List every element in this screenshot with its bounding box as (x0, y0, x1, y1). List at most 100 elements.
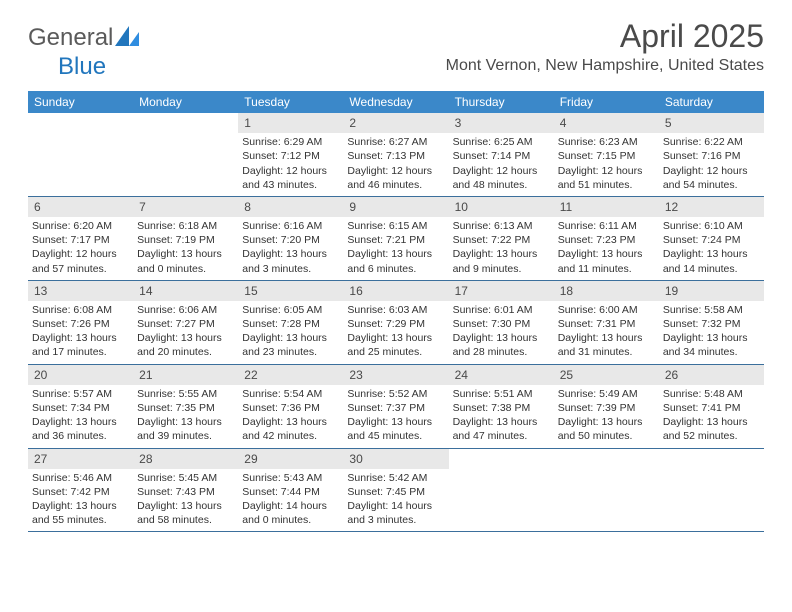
daylight-text: Daylight: 13 hours and 55 minutes. (32, 499, 129, 527)
daylight-text: Daylight: 13 hours and 50 minutes. (558, 415, 655, 443)
sunrise-text: Sunrise: 6:27 AM (347, 135, 444, 149)
sunset-text: Sunset: 7:31 PM (558, 317, 655, 331)
day-number: 28 (133, 449, 238, 469)
sunset-text: Sunset: 7:28 PM (242, 317, 339, 331)
daylight-text: Daylight: 13 hours and 11 minutes. (558, 247, 655, 275)
day-cell: 1Sunrise: 6:29 AMSunset: 7:12 PMDaylight… (238, 113, 343, 196)
sunrise-text: Sunrise: 6:10 AM (663, 219, 760, 233)
daylight-text: Daylight: 13 hours and 47 minutes. (453, 415, 550, 443)
day-number: 27 (28, 449, 133, 469)
sunrise-text: Sunrise: 6:29 AM (242, 135, 339, 149)
sunrise-text: Sunrise: 6:08 AM (32, 303, 129, 317)
sunrise-text: Sunrise: 6:22 AM (663, 135, 760, 149)
sunset-text: Sunset: 7:37 PM (347, 401, 444, 415)
day-cell: 27Sunrise: 5:46 AMSunset: 7:42 PMDayligh… (28, 449, 133, 532)
day-number: 9 (343, 197, 448, 217)
sunset-text: Sunset: 7:15 PM (558, 149, 655, 163)
daylight-text: Daylight: 12 hours and 54 minutes. (663, 164, 760, 192)
empty-day-cell (659, 449, 764, 532)
day-cell: 7Sunrise: 6:18 AMSunset: 7:19 PMDaylight… (133, 197, 238, 280)
day-cell: 17Sunrise: 6:01 AMSunset: 7:30 PMDayligh… (449, 281, 554, 364)
day-cell: 14Sunrise: 6:06 AMSunset: 7:27 PMDayligh… (133, 281, 238, 364)
daylight-text: Daylight: 13 hours and 31 minutes. (558, 331, 655, 359)
daylight-text: Daylight: 13 hours and 42 minutes. (242, 415, 339, 443)
day-number: 21 (133, 365, 238, 385)
daylight-text: Daylight: 13 hours and 17 minutes. (32, 331, 129, 359)
day-number: 13 (28, 281, 133, 301)
empty-day-cell (133, 113, 238, 196)
calendar-page: General April 2025 Mont Vernon, New Hamp… (0, 0, 792, 550)
daylight-text: Daylight: 12 hours and 57 minutes. (32, 247, 129, 275)
day-cell: 11Sunrise: 6:11 AMSunset: 7:23 PMDayligh… (554, 197, 659, 280)
weeks-container: 1 Sunrise: 6:29 AMSunset: 7:12 PM Daylight… (28, 113, 764, 532)
sunset-text: Sunset: 7:27 PM (137, 317, 234, 331)
sunset-text: Sunset: 7:39 PM (558, 401, 655, 415)
day-number: 1 (238, 113, 343, 133)
sunset-text: Sunset: 7:29 PM (347, 317, 444, 331)
daylight-text: Daylight: 13 hours and 9 minutes. (453, 247, 550, 275)
sunrise-text: Sunrise: 6:25 AM (453, 135, 550, 149)
sunset-text: Sunset: 7:12 PM (242, 149, 339, 163)
day-cell: 5Sunrise: 6:22 AMSunset: 7:16 PMDaylight… (659, 113, 764, 196)
daylight-text: Daylight: 12 hours and 48 minutes. (453, 164, 550, 192)
day-number: 29 (238, 449, 343, 469)
week-row: 1 Sunrise: 6:29 AMSunset: 7:12 PM Daylight… (28, 113, 764, 197)
logo: General (28, 24, 141, 52)
week-row: 6Sunrise: 6:20 AMSunset: 7:17 PMDaylight… (28, 197, 764, 281)
day-number: 14 (133, 281, 238, 301)
sunrise-text: Sunrise: 5:55 AM (137, 387, 234, 401)
day-cell: 19Sunrise: 5:58 AMSunset: 7:32 PMDayligh… (659, 281, 764, 364)
day-cell: 2Sunrise: 6:27 AMSunset: 7:13 PMDaylight… (343, 113, 448, 196)
daylight-text: Daylight: 13 hours and 52 minutes. (663, 415, 760, 443)
sunset-text: Sunset: 7:23 PM (558, 233, 655, 247)
day-cell: 20Sunrise: 5:57 AMSunset: 7:34 PMDayligh… (28, 365, 133, 448)
sunrise-text: Sunrise: 5:57 AM (32, 387, 129, 401)
sunset-text: Sunset: 7:19 PM (137, 233, 234, 247)
day-cell: 12Sunrise: 6:10 AMSunset: 7:24 PMDayligh… (659, 197, 764, 280)
day-cell: 8Sunrise: 6:16 AMSunset: 7:20 PMDaylight… (238, 197, 343, 280)
day-number: 22 (238, 365, 343, 385)
sunset-text: Sunset: 7:22 PM (453, 233, 550, 247)
daylight-text: Daylight: 12 hours and 46 minutes. (347, 164, 444, 192)
weekday-header: Tuesday (238, 91, 343, 113)
day-number: 5 (659, 113, 764, 133)
sunrise-text: Sunrise: 5:46 AM (32, 471, 129, 485)
weekday-header: Sunday (28, 91, 133, 113)
empty-day-cell (554, 449, 659, 532)
daylight-text: Daylight: 14 hours and 3 minutes. (347, 499, 444, 527)
sunrise-text: Sunrise: 6:18 AM (137, 219, 234, 233)
day-number: 6 (28, 197, 133, 217)
sunrise-text: Sunrise: 6:06 AM (137, 303, 234, 317)
day-number: 30 (343, 449, 448, 469)
weekday-header-row: SundayMondayTuesdayWednesdayThursdayFrid… (28, 91, 764, 113)
day-number: 10 (449, 197, 554, 217)
day-number: 2 (343, 113, 448, 133)
location: Mont Vernon, New Hampshire, United State… (446, 57, 764, 75)
sunset-text: Sunset: 7:38 PM (453, 401, 550, 415)
sunrise-text: Sunrise: 6:23 AM (558, 135, 655, 149)
daylight-text: Daylight: 13 hours and 45 minutes. (347, 415, 444, 443)
day-cell: 15 Sunrise: 6:05 AMSunset: 7:28 PMDayligh… (238, 281, 343, 364)
sunrise-text: Sunrise: 6:13 AM (453, 219, 550, 233)
sunset-text: Sunset: 7:36 PM (242, 401, 339, 415)
week-row: 13Sunrise: 6:08 AMSunset: 7:26 PMDayligh… (28, 281, 764, 365)
sunset-text: Sunset: 7:26 PM (32, 317, 129, 331)
sunset-text: Sunset: 7:24 PM (663, 233, 760, 247)
sunrise-text: Sunrise: 5:54 AM (242, 387, 339, 401)
day-number: 16 (343, 281, 448, 301)
sunrise-text: Sunrise: 5:42 AM (347, 471, 444, 485)
day-cell: 10 Sunrise: 6:13 AMSunset: 7:22 PMDayligh… (449, 197, 554, 280)
daylight-text: Daylight: 13 hours and 23 minutes. (242, 331, 339, 359)
sunrise-text: Sunrise: 6:20 AM (32, 219, 129, 233)
day-cell: 24Sunrise: 5:51 AMSunset: 7:38 PMDayligh… (449, 365, 554, 448)
day-number: 15 (238, 281, 343, 301)
sunrise-text: Sunrise: 6:05 AM (242, 303, 339, 317)
weekday-header: Friday (554, 91, 659, 113)
daylight-text: Daylight: 13 hours and 0 minutes. (137, 247, 234, 275)
day-cell: 9Sunrise: 6:15 AMSunset: 7:21 PMDaylight… (343, 197, 448, 280)
sunrise-text: Sunrise: 6:15 AM (347, 219, 444, 233)
daylight-text: Daylight: 13 hours and 6 minutes. (347, 247, 444, 275)
logo-text-blue: Blue (58, 53, 106, 80)
sunrise-text: Sunrise: 5:51 AM (453, 387, 550, 401)
day-cell: 30Sunrise: 5:42 AMSunset: 7:45 PMDayligh… (343, 449, 448, 532)
